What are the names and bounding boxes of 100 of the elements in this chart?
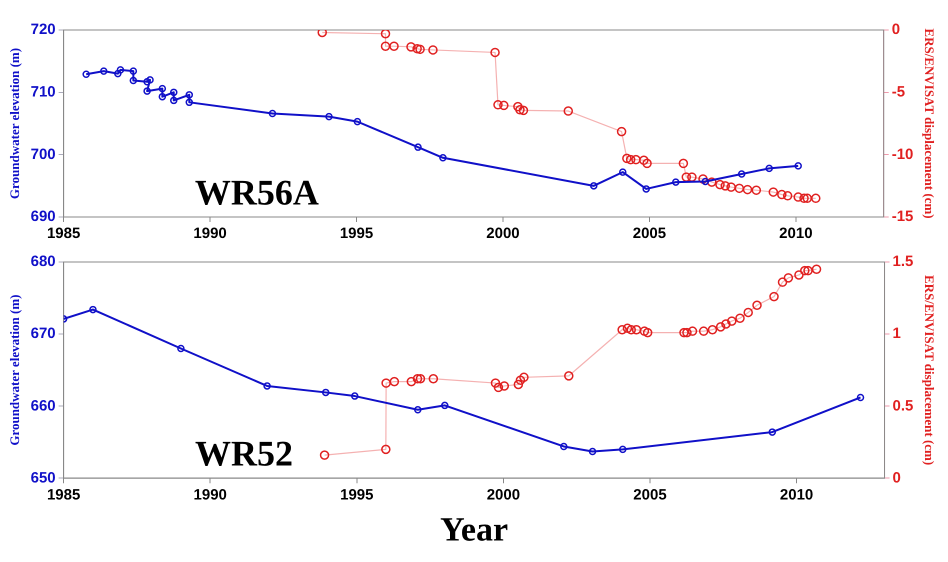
point (263, 382, 271, 390)
point (639, 156, 649, 166)
point (682, 172, 692, 182)
y2-tick-label: -15 (892, 208, 914, 226)
point (802, 194, 812, 204)
point (114, 70, 122, 78)
point (765, 164, 773, 172)
point (726, 182, 736, 192)
y-tick-label: 700 (30, 146, 56, 163)
annotation: WR52 (194, 433, 293, 474)
point (490, 48, 500, 58)
point (380, 30, 390, 38)
point (622, 324, 632, 334)
point (514, 380, 524, 390)
point (116, 66, 124, 74)
point (439, 154, 447, 162)
point (672, 178, 680, 186)
x-axis-title: Year (440, 511, 508, 548)
point (687, 172, 697, 182)
point (856, 394, 864, 402)
point (812, 264, 822, 274)
y2-tick-label: 1.5 (892, 253, 914, 270)
point (626, 324, 636, 334)
point (146, 76, 154, 84)
point (632, 324, 642, 334)
y-axis-title: Groundwater elevation (m) (7, 294, 22, 446)
y2-tick-label: 0 (892, 21, 900, 38)
point (794, 162, 802, 170)
point (698, 174, 708, 184)
x-tick-label: 2000 (486, 225, 520, 242)
x-tick-label: 1990 (194, 486, 227, 504)
y-tick-label: 670 (30, 325, 56, 342)
point (414, 143, 422, 151)
point (516, 375, 526, 385)
point (778, 277, 788, 287)
y-tick-label: 650 (30, 469, 56, 486)
annotation: WR56A (194, 172, 319, 212)
point (381, 444, 391, 454)
point (769, 292, 779, 302)
x-tick-label: 2010 (779, 225, 813, 242)
point (784, 273, 794, 283)
point (720, 181, 730, 191)
point (325, 112, 333, 120)
point (642, 328, 652, 338)
y2-axis-title: ERS/ENVISAT displacement (cm) (922, 28, 937, 219)
x-tick-label: 2010 (780, 486, 814, 504)
point (416, 374, 426, 384)
y-tick-label: 680 (30, 253, 56, 270)
point (715, 180, 725, 190)
point (381, 378, 391, 388)
x-tick-label: 1985 (46, 486, 80, 504)
point (564, 106, 574, 116)
point (752, 300, 762, 310)
point (412, 44, 422, 54)
point (716, 322, 726, 332)
point (158, 84, 166, 92)
point (186, 98, 194, 106)
y2-tick-label: 1 (892, 325, 901, 342)
point (490, 378, 500, 388)
x-tick-label: 2005 (632, 225, 666, 242)
point (415, 44, 425, 54)
point (322, 388, 330, 396)
y2-axis-title: ERS/ENVISAT displacement (cm) (922, 275, 937, 466)
point (782, 191, 792, 201)
point (640, 326, 650, 336)
point (560, 442, 568, 450)
point (735, 313, 745, 323)
x-tick-label: 1995 (340, 486, 374, 504)
point (642, 185, 650, 193)
point (626, 154, 636, 164)
point (642, 158, 652, 168)
point (707, 177, 717, 187)
point (618, 446, 626, 454)
point (793, 192, 803, 202)
point (390, 376, 400, 386)
x-tick-label: 1995 (340, 225, 374, 242)
point (428, 374, 438, 384)
y2-tick-label: 0.5 (892, 397, 914, 414)
y-axis-title: Groundwater elevation (m) (7, 48, 22, 200)
point (616, 126, 626, 136)
point (158, 92, 166, 100)
point (777, 190, 787, 200)
y-tick-label: 710 (30, 83, 56, 100)
point (768, 187, 778, 197)
x-tick-label: 2005 (633, 486, 667, 504)
point (631, 154, 641, 164)
point (499, 100, 509, 110)
point (441, 402, 449, 410)
point (143, 78, 151, 86)
point (803, 266, 813, 276)
point (702, 178, 710, 186)
point (170, 88, 178, 96)
point (428, 45, 438, 55)
point (768, 428, 776, 436)
point (727, 316, 737, 326)
point (354, 118, 362, 126)
point (617, 324, 627, 334)
point (752, 185, 762, 195)
point (515, 105, 525, 115)
y-tick-label: 690 (30, 208, 56, 226)
